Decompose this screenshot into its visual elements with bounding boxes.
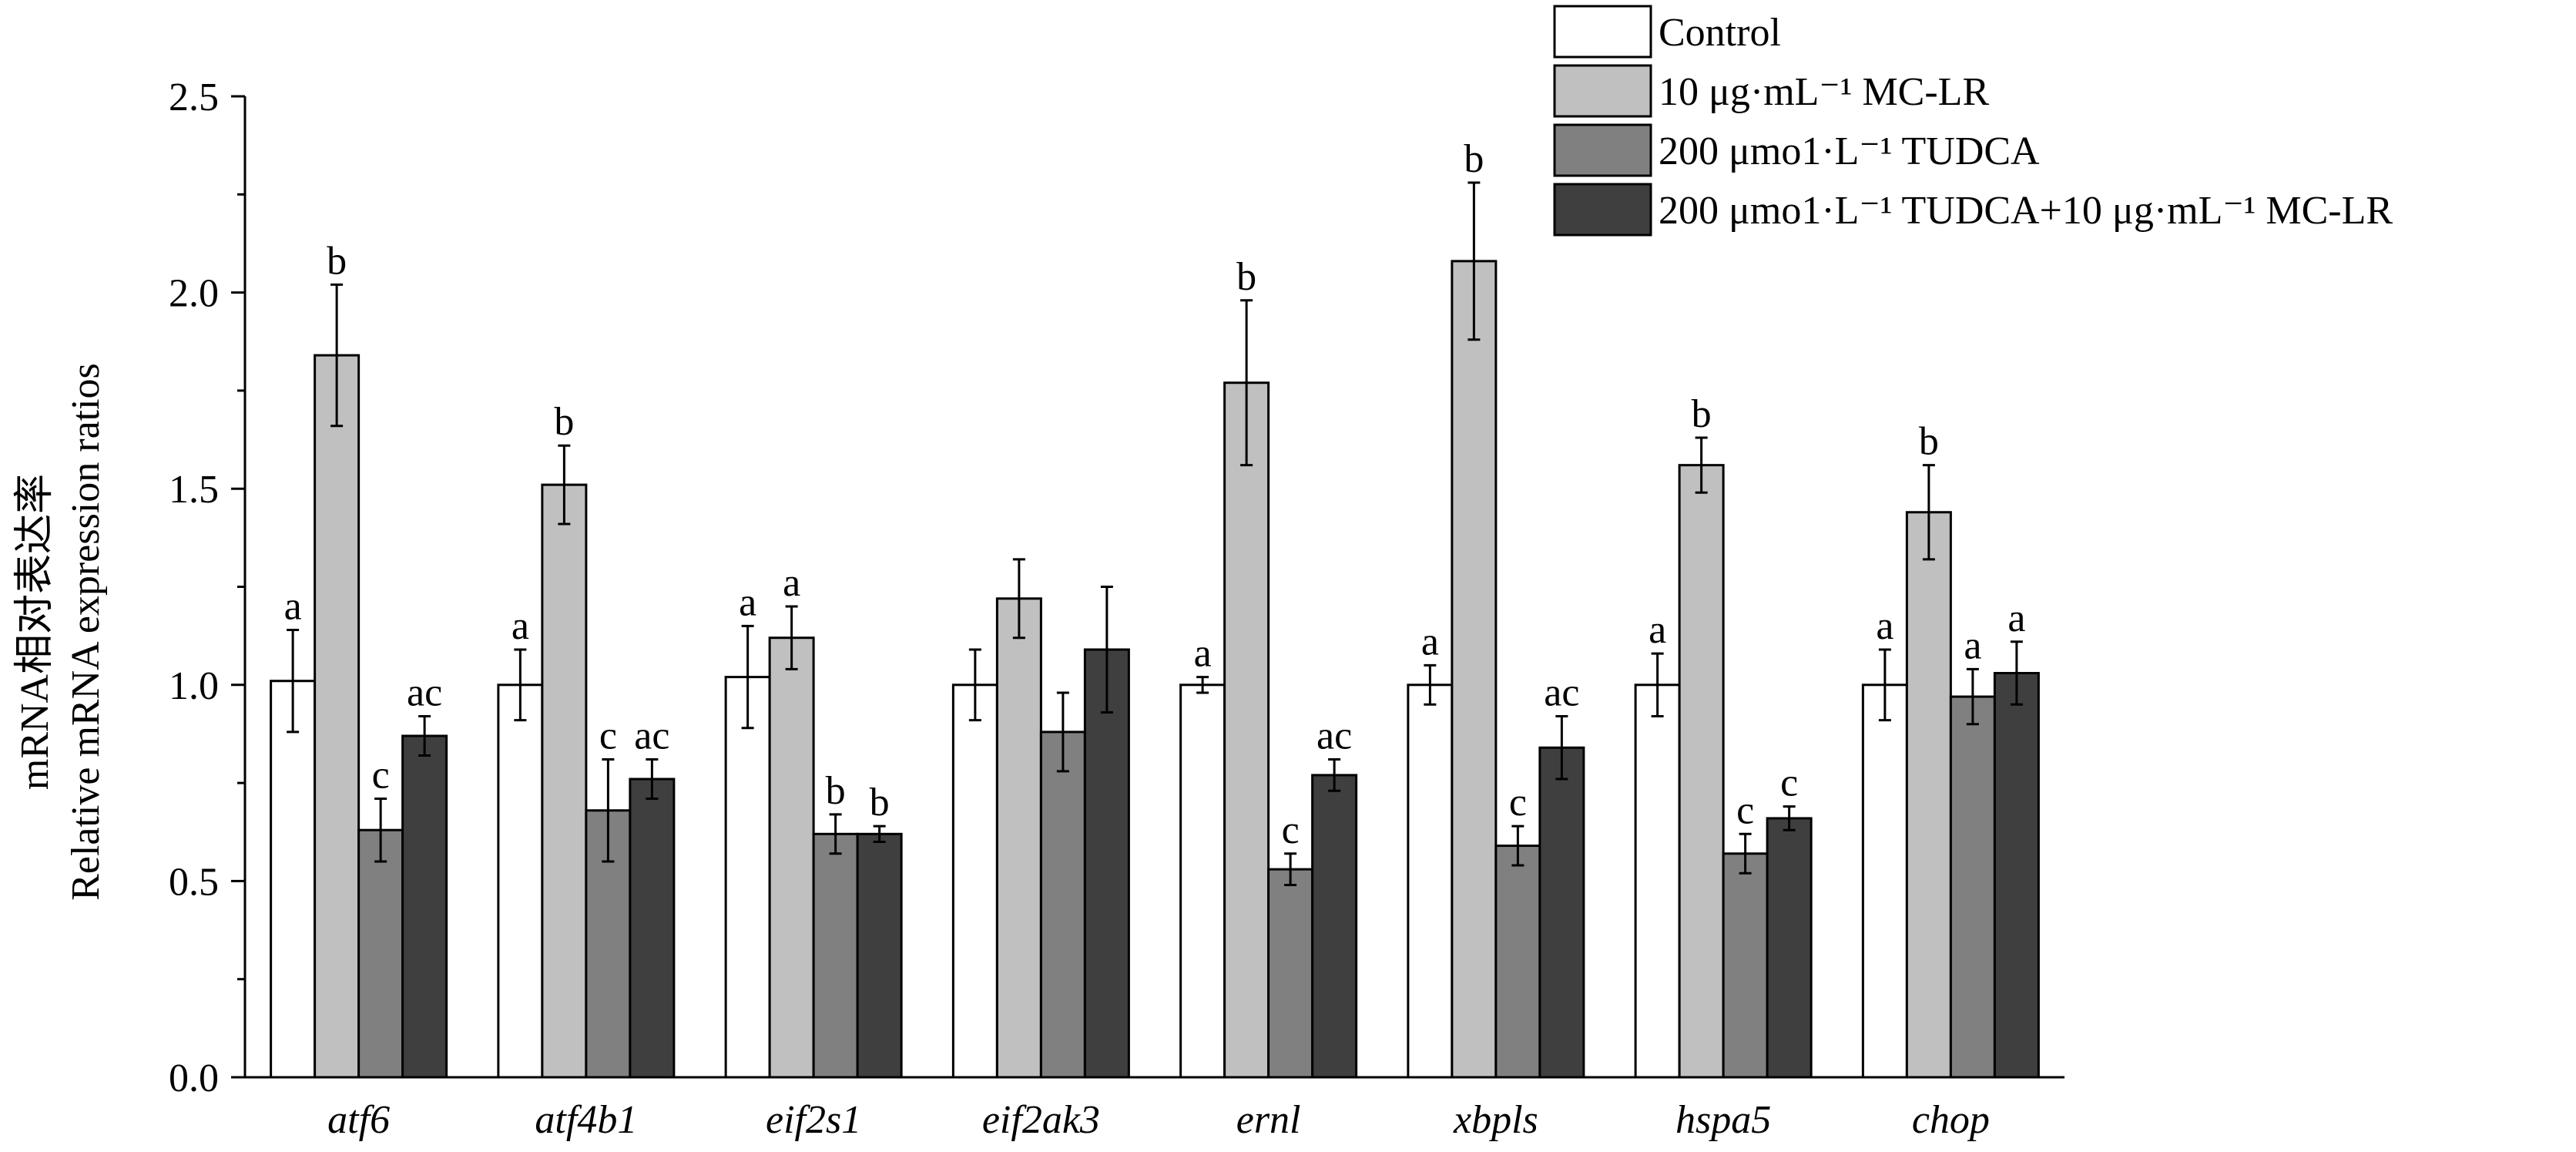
significance-label: c [1509,781,1527,825]
bar [541,483,588,1079]
bar [1267,868,1314,1079]
significance-label: b [1692,392,1712,436]
bar [1949,695,1996,1079]
significance-label: ac [1317,714,1352,758]
legend-label: 200 μmo1·L⁻¹ TUDCA [1659,129,2040,173]
bar [1678,464,1725,1079]
bar [995,597,1042,1079]
y-tick-label: 0.5 [169,860,219,904]
y-axis-label: Relative mRNA expression ratios [64,363,108,901]
x-tick-label: xbpls [1453,1098,1538,1142]
legend-swatch [1553,5,1652,59]
significance-label: a [1964,623,1981,667]
bar-group-ernl: a b c ac [1179,255,1358,1079]
y-axis-label-cn: mRNA相对表达率 [13,474,57,790]
legend-label: 200 μmo1·L⁻¹ TUDCA+10 μg·mL⁻¹ MC-LR [1659,189,2393,233]
significance-label: a [1421,620,1439,663]
bar [951,683,998,1079]
bar [1179,683,1226,1079]
significance-label: b [1919,420,1939,464]
bar [1538,746,1585,1079]
significance-label: a [512,604,529,648]
x-tick-label: eif2s1 [766,1098,861,1142]
bar-group-hspa5: a b cc [1634,392,1813,1079]
significance-label: a [1649,608,1666,652]
bar [812,832,859,1079]
axes: 0.0 0.5 1.0 1.5 2.0 2.5 mRNA相对表达率 Relative mRNA… [13,76,2064,1142]
x-tick-label: atf4b1 [535,1098,637,1142]
legend-swatch [1553,123,1652,177]
significance-label: c [1282,808,1300,852]
bar-group-eif2s1: a a b b [724,561,903,1079]
bar-group-atf4b1: a b c ac [497,400,676,1079]
bar [1311,774,1358,1079]
bar [401,734,448,1079]
bar [1634,683,1681,1079]
significance-label: b [870,781,890,825]
x-tick-label: hspa5 [1675,1098,1771,1142]
bar [1407,683,1454,1079]
bar [497,683,544,1079]
significance-label: c [1780,761,1798,805]
bar [1905,511,1952,1079]
bar [1039,730,1086,1079]
bar [1223,381,1270,1079]
bar [1861,683,1908,1079]
bar [1766,817,1813,1079]
bar [1993,672,2040,1079]
legend-label: 10 μg·mL⁻¹ MC-LR [1659,70,1989,114]
bar [314,354,361,1079]
legend: Control 10 μg·mL⁻¹ MC-LR 200 μmo1·L⁻¹ TUDC… [1553,5,2393,237]
bar-group-atf6: a b cac [270,239,448,1079]
x-tick-label: ernl [1236,1098,1301,1142]
significance-label: ac [634,714,669,758]
legend-swatch [1553,183,1652,237]
legend-label: Control [1659,11,1781,55]
significance-label: a [739,580,756,624]
y-tick-label: 1.5 [169,468,219,512]
legend-swatch [1553,64,1652,118]
x-tick-label: eif2ak3 [982,1098,1100,1142]
bar [629,778,676,1079]
significance-label: a [1194,632,1212,676]
x-tick-label: chop [1912,1098,1990,1142]
bar [1494,845,1541,1079]
significance-label: b [554,400,574,444]
y-tick-label: 2.0 [169,272,219,316]
bar [856,832,903,1079]
significance-label: a [284,585,302,629]
bar [1083,648,1130,1079]
significance-label: b [1464,137,1484,181]
bar [724,676,771,1079]
y-tick-label: 2.5 [169,76,219,119]
bar [1451,260,1498,1079]
bar [357,828,404,1079]
bar-group-xbpls: a b c ac [1407,137,1585,1079]
bar [768,636,815,1079]
bar [270,680,317,1079]
significance-label: c [599,714,617,758]
significance-label: a [1876,604,1893,648]
significance-label: b [327,239,347,283]
significance-label: ac [407,671,442,715]
significance-label: c [1736,788,1754,832]
y-tick-label: 1.0 [169,664,219,708]
y-tick-label: 0.0 [169,1056,219,1100]
bar [1722,852,1769,1079]
significance-label: ac [1544,671,1579,715]
significance-label: b [826,769,846,813]
significance-label: a [2007,596,2025,640]
bar-group-eif2ak3 [951,558,1130,1079]
x-tick-label: atf6 [327,1098,390,1142]
significance-label: a [783,561,800,605]
significance-label: b [1236,255,1256,299]
significance-label: c [372,753,390,797]
